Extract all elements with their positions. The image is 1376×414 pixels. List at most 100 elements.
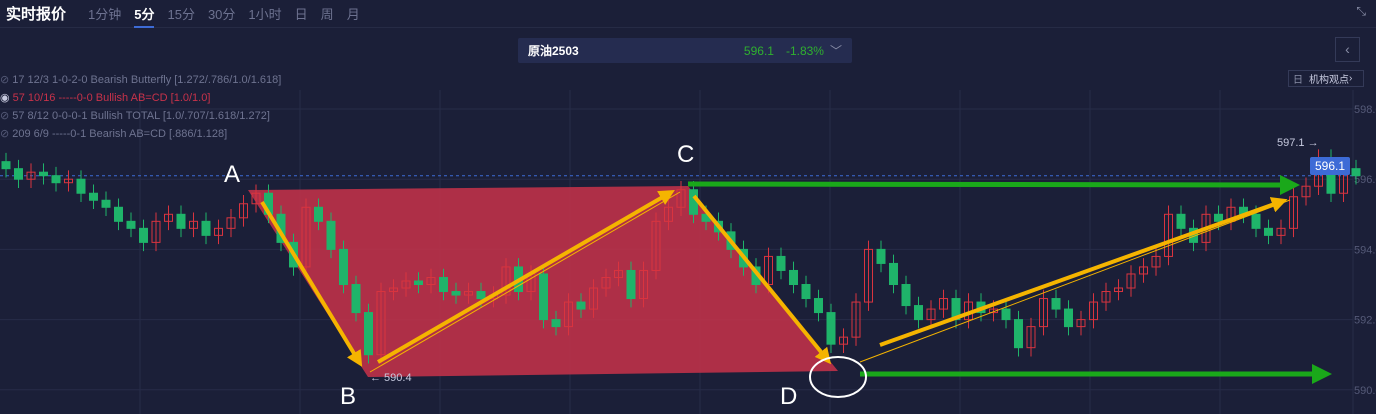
symbol-change: -1.83% — [785, 43, 824, 58]
symbol-selector[interactable]: 原油2503 596.1 -1.83% ﹀ — [518, 38, 852, 63]
tab-timeframe[interactable]: 30分 — [207, 6, 236, 22]
last-price-tag — [1310, 157, 1350, 175]
eye-off-icon[interactable]: ⊘ — [0, 74, 10, 86]
candle-body — [39, 171, 48, 177]
y-tick-label: 592.0 — [1354, 315, 1376, 327]
candle-body — [689, 189, 698, 215]
candle-body — [464, 291, 473, 296]
y-tick-label: 590.0 — [1354, 385, 1376, 397]
candle-body — [139, 227, 148, 243]
candle-body — [826, 312, 836, 345]
candle-body — [1114, 287, 1123, 293]
candle-body — [426, 276, 436, 286]
candle-body — [389, 287, 398, 293]
pattern-item[interactable]: ◉ 57 10/16 -----0-0 Bullish AB=CD [1.0/1.… — [0, 89, 281, 107]
pattern-item[interactable]: ⊘ 17 12/3 1-0-2-0 Bearish Butterfly [1.27… — [0, 71, 281, 89]
candle-body — [1151, 255, 1161, 268]
candle-body — [1289, 196, 1298, 229]
candle-body — [1064, 308, 1073, 328]
candle-body — [889, 262, 898, 286]
eye-off-icon[interactable]: ⊘ — [0, 110, 10, 122]
candle-body — [564, 301, 573, 328]
candle-body — [26, 171, 36, 180]
candle-body — [914, 305, 923, 321]
timeframe-bar: 实时报价 1分钟 5分 15分 30分 1小时日周月 ⤡ — [0, 0, 1376, 28]
candle-body — [939, 298, 948, 310]
eye-icon[interactable]: ◉ — [0, 92, 10, 104]
candle-body — [851, 301, 861, 338]
candle-body — [776, 255, 786, 271]
point-d-circle — [809, 356, 867, 398]
symbol-price: 596.1 — [743, 43, 774, 58]
calendar-icon: 日 — [1293, 75, 1303, 86]
candle-body — [1089, 301, 1098, 321]
low-price-label: ← 590.4 — [370, 372, 412, 384]
candle-body — [1101, 291, 1111, 303]
candle-body — [601, 276, 611, 289]
candle-body — [164, 213, 173, 222]
candle-body — [1251, 213, 1261, 229]
chevron-left-icon: ‹ — [1345, 41, 1350, 57]
chevron-right-icon: › — [1349, 73, 1353, 84]
candle-body — [1001, 308, 1011, 321]
candle-body — [76, 178, 86, 194]
candle-body — [176, 213, 186, 229]
pattern-item[interactable]: ⊘ 57 8/12 0-0-0-1 Bullish TOTAL [1.0/.707… — [0, 107, 281, 125]
tab-timeframe[interactable]: 5分 — [134, 6, 155, 22]
point-label-d: D — [780, 383, 797, 410]
candle-body — [14, 168, 23, 180]
candle-body — [551, 319, 561, 328]
projection-arrow — [879, 197, 1288, 347]
candle-body — [326, 220, 336, 250]
collapse-panel-button[interactable]: ‹ — [1335, 37, 1360, 62]
candle-body — [401, 280, 411, 289]
candle-body — [1026, 326, 1036, 349]
leg-line — [859, 199, 1291, 363]
leg-line — [369, 191, 681, 373]
point-label-a: A — [224, 161, 240, 188]
tab-timeframe[interactable]: 15分 — [167, 6, 195, 22]
candle-body — [1039, 298, 1048, 328]
eye-off-icon[interactable]: ⊘ — [0, 128, 10, 140]
y-tick-label: 594.0 — [1354, 244, 1376, 256]
candle-body — [214, 227, 223, 236]
candle-body — [1351, 168, 1361, 177]
candle-body — [1076, 319, 1086, 328]
institution-view-button[interactable]: 日 机构观点 › — [1288, 70, 1364, 87]
collapse-icon[interactable]: ⤡ — [1356, 4, 1366, 18]
candle-body — [501, 266, 511, 296]
candle-body — [876, 248, 886, 264]
tab-timeframe[interactable]: 月 — [346, 6, 360, 22]
leg-arrow-ab — [260, 200, 363, 367]
candle-body — [1176, 213, 1186, 229]
leg-arrow-bc — [376, 189, 675, 364]
candle-body — [639, 269, 648, 300]
candle-body — [789, 269, 798, 285]
tab-timeframe[interactable]: 1分钟 — [88, 6, 122, 22]
tab-timeframe[interactable]: 日 — [294, 6, 308, 22]
candle-body — [614, 269, 623, 278]
target-arrow — [687, 174, 1300, 195]
institution-view-label: 机构观点 — [1309, 75, 1349, 86]
candle-body — [814, 298, 823, 314]
candle-body — [201, 220, 211, 236]
candle-body — [376, 291, 386, 356]
pattern-legend: ⊘ 17 12/3 1-0-2-0 Bearish Butterfly [1.27… — [0, 71, 281, 143]
candle-body — [226, 217, 236, 229]
candle-body — [126, 220, 136, 229]
candle-body — [451, 291, 461, 296]
candle-body — [1276, 227, 1286, 236]
candle-body — [989, 308, 998, 314]
candle-body — [1164, 213, 1173, 257]
candle-body — [589, 287, 598, 310]
pattern-item[interactable]: ⊘ 209 6/9 -----0-1 Bearish AB=CD [.886/1.… — [0, 125, 281, 143]
candle-body — [314, 206, 323, 222]
tab-timeframe[interactable]: 1小时 — [248, 6, 282, 22]
candle-body — [114, 206, 123, 222]
point-label-c: C — [677, 141, 694, 168]
candle-body — [1126, 273, 1136, 289]
candle-body — [1, 161, 11, 170]
candle-body — [864, 248, 873, 303]
tab-timeframe[interactable]: 周 — [320, 6, 334, 22]
